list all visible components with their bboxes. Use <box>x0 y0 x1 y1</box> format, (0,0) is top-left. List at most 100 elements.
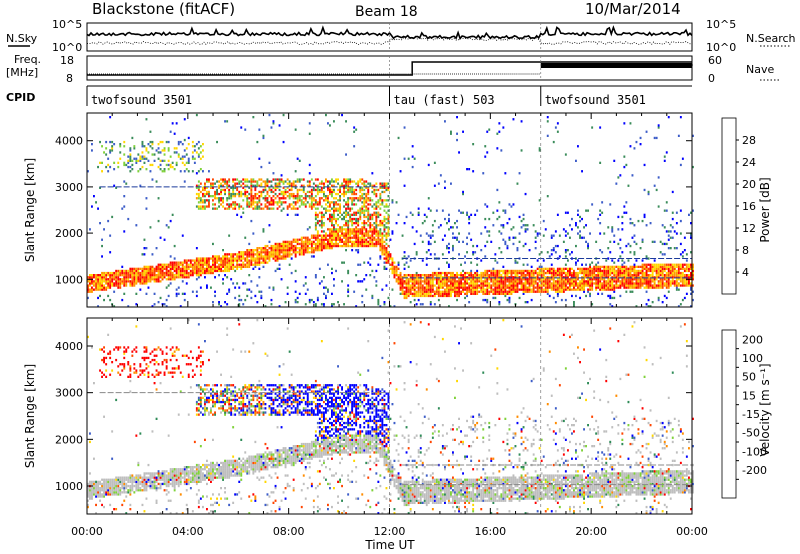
power-cell <box>93 195 95 198</box>
power-cell <box>462 278 464 281</box>
power-cell <box>206 192 208 196</box>
power-cell <box>379 219 382 223</box>
power-cell <box>153 153 156 156</box>
power-cell <box>538 271 541 275</box>
power-cell <box>139 267 142 270</box>
power-cell <box>677 269 680 273</box>
power-cell <box>554 290 557 293</box>
power-cell <box>175 294 178 298</box>
power-cell <box>288 251 291 254</box>
power-cell <box>623 280 626 283</box>
power-cell <box>121 271 124 275</box>
power-cell <box>460 211 462 214</box>
power-cell <box>177 286 180 289</box>
power-cell <box>615 269 618 273</box>
power-cell <box>349 244 352 248</box>
power-cell <box>448 284 450 287</box>
power-cell <box>169 219 172 223</box>
power-cell <box>238 251 241 254</box>
power-cell <box>300 244 303 248</box>
power-cell <box>486 301 489 304</box>
power-cell <box>177 140 180 144</box>
power-cell <box>155 276 158 279</box>
power-cell <box>597 282 600 285</box>
freq-label-line2: [MHz] <box>6 66 38 79</box>
power-cell <box>252 259 255 262</box>
power-cell <box>175 269 178 273</box>
power-cell <box>605 276 608 279</box>
power-cell <box>597 280 600 283</box>
power-cell <box>433 219 436 223</box>
power-cell <box>369 257 372 260</box>
power-cell <box>562 228 565 231</box>
power-cell <box>236 282 239 285</box>
power-cell <box>320 215 323 219</box>
power-cell <box>123 282 126 285</box>
power-cell <box>351 230 354 233</box>
power-cell <box>403 263 406 266</box>
power-cell <box>87 280 89 283</box>
power-cell <box>149 170 152 173</box>
power-cell <box>232 267 235 270</box>
power-cell <box>139 157 142 160</box>
power-cell <box>373 228 376 231</box>
power-cell <box>300 201 303 204</box>
power-cell <box>151 143 154 146</box>
power-cell <box>383 209 386 212</box>
power-cell <box>540 271 543 275</box>
power-cell <box>653 263 656 266</box>
power-cell <box>105 288 108 291</box>
power-cell <box>655 278 658 281</box>
power-cell <box>369 222 372 225</box>
power-cell <box>621 222 624 225</box>
power-cell <box>292 180 295 183</box>
power-cell <box>345 236 347 239</box>
power-cell <box>351 228 354 231</box>
power-cell <box>230 263 233 266</box>
power-cell <box>609 278 612 281</box>
power-cell <box>643 286 646 289</box>
power-cell <box>387 244 390 248</box>
power-cell <box>494 280 497 283</box>
power-cell <box>258 253 261 256</box>
power-cell <box>556 286 559 289</box>
power-cell <box>587 242 589 246</box>
power-cell <box>155 265 158 268</box>
power-cell <box>206 180 208 183</box>
power-cell <box>345 230 347 233</box>
power-cell <box>127 274 130 277</box>
power-cell <box>145 280 148 283</box>
power-cell <box>391 261 394 264</box>
power-cell <box>633 234 636 237</box>
power-cell <box>548 276 551 279</box>
power-cell <box>530 290 533 293</box>
power-cell <box>542 271 545 275</box>
power-cell <box>294 247 297 250</box>
power-cell <box>554 251 557 254</box>
power-cell <box>314 224 317 227</box>
power-cell <box>677 305 680 308</box>
power-cell <box>230 195 233 198</box>
power-cell <box>349 197 352 200</box>
power-cell <box>97 284 99 287</box>
power-cell <box>506 274 509 277</box>
power-cell <box>516 286 519 289</box>
power-cell <box>191 274 194 277</box>
power-cell <box>528 276 531 279</box>
power-cell <box>679 253 682 256</box>
power-cell <box>363 232 366 235</box>
power-cell <box>195 192 198 196</box>
power-cell <box>651 278 654 281</box>
power-cell <box>113 290 116 293</box>
power-cell <box>667 286 670 289</box>
power-cell <box>464 255 466 258</box>
power-cell <box>667 278 670 281</box>
power-cell <box>423 294 426 298</box>
power-cell <box>494 296 497 300</box>
power-cell <box>208 195 210 198</box>
power-cell <box>193 267 196 270</box>
power-cell <box>294 298 297 302</box>
power-cell <box>571 271 573 275</box>
power-cell <box>224 269 226 273</box>
power-cell <box>115 278 118 281</box>
